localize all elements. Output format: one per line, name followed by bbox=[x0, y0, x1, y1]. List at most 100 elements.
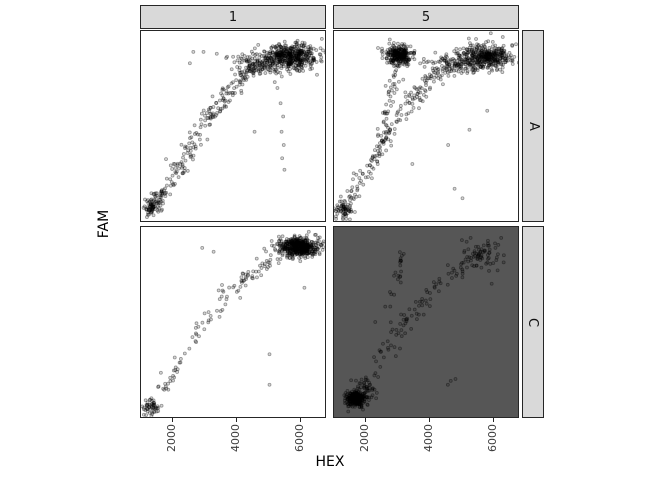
data-point bbox=[364, 394, 369, 399]
data-point bbox=[484, 261, 489, 266]
data-point bbox=[274, 55, 279, 60]
data-point bbox=[394, 113, 399, 117]
data-point bbox=[278, 245, 283, 249]
data-point bbox=[508, 55, 512, 59]
data-point bbox=[345, 401, 350, 406]
data-point bbox=[287, 52, 292, 57]
data-point bbox=[287, 251, 292, 255]
data-point bbox=[393, 56, 398, 60]
data-point bbox=[305, 248, 309, 253]
data-point bbox=[275, 53, 280, 58]
data-point bbox=[301, 51, 306, 56]
data-point bbox=[383, 122, 388, 127]
data-point bbox=[349, 189, 354, 193]
data-point bbox=[226, 91, 231, 96]
data-point bbox=[277, 53, 281, 58]
data-point bbox=[468, 62, 473, 67]
data-point bbox=[306, 245, 311, 250]
data-point bbox=[494, 48, 499, 53]
data-point bbox=[314, 232, 318, 237]
data-point bbox=[285, 237, 289, 241]
data-point bbox=[367, 398, 371, 402]
data-point bbox=[239, 275, 244, 280]
data-point bbox=[323, 50, 325, 55]
data-point bbox=[146, 198, 150, 202]
data-point bbox=[475, 60, 479, 65]
data-point bbox=[308, 51, 313, 56]
data-point bbox=[252, 68, 257, 73]
data-point bbox=[220, 106, 225, 111]
data-point bbox=[314, 243, 318, 247]
data-point bbox=[156, 409, 161, 413]
data-point bbox=[277, 248, 282, 253]
data-point bbox=[300, 252, 305, 257]
data-point bbox=[364, 395, 369, 400]
data-point bbox=[286, 51, 291, 56]
data-point bbox=[284, 54, 289, 59]
scatter-points-1-A bbox=[141, 37, 325, 220]
data-point bbox=[391, 73, 396, 78]
data-point bbox=[284, 239, 289, 244]
data-point bbox=[254, 256, 259, 261]
data-point bbox=[486, 57, 491, 62]
data-point bbox=[341, 204, 346, 208]
data-point bbox=[317, 251, 322, 255]
data-point bbox=[485, 53, 489, 58]
data-point bbox=[144, 403, 149, 408]
data-point bbox=[357, 405, 362, 409]
data-point bbox=[300, 50, 304, 55]
data-point bbox=[444, 54, 448, 59]
data-point bbox=[257, 55, 262, 60]
data-point bbox=[396, 56, 400, 61]
data-point bbox=[392, 53, 397, 58]
data-point bbox=[353, 398, 358, 403]
data-point bbox=[391, 58, 396, 63]
data-point bbox=[277, 250, 282, 255]
data-point bbox=[350, 397, 354, 402]
data-point bbox=[483, 57, 488, 62]
data-point bbox=[170, 173, 175, 178]
data-point bbox=[354, 396, 359, 401]
data-point bbox=[403, 47, 408, 52]
data-point bbox=[156, 385, 160, 389]
data-point bbox=[349, 399, 354, 404]
data-point bbox=[305, 241, 310, 245]
data-point bbox=[299, 242, 304, 247]
data-point bbox=[392, 55, 397, 60]
data-point bbox=[399, 59, 403, 63]
data-point bbox=[295, 240, 300, 245]
data-point bbox=[504, 58, 508, 63]
data-point bbox=[171, 162, 176, 166]
data-point bbox=[301, 251, 306, 255]
x-axis-tick-label: 6000 bbox=[486, 424, 500, 452]
data-point bbox=[285, 245, 289, 250]
data-point bbox=[354, 396, 359, 400]
data-point bbox=[425, 290, 430, 294]
data-point bbox=[364, 385, 369, 389]
data-point bbox=[168, 177, 173, 182]
data-point bbox=[275, 61, 279, 66]
data-point bbox=[387, 50, 392, 55]
data-point bbox=[275, 49, 280, 54]
data-point bbox=[492, 57, 497, 62]
data-point bbox=[396, 53, 401, 58]
data-point bbox=[500, 55, 505, 60]
data-point bbox=[402, 50, 407, 55]
data-point bbox=[371, 166, 376, 171]
data-point bbox=[283, 46, 288, 50]
data-point bbox=[487, 55, 492, 60]
data-point bbox=[473, 244, 478, 249]
data-point bbox=[317, 252, 322, 257]
data-point bbox=[405, 316, 409, 321]
data-point bbox=[181, 152, 186, 156]
data-point bbox=[218, 109, 222, 114]
data-point bbox=[390, 50, 395, 55]
data-point bbox=[438, 74, 443, 79]
data-point bbox=[367, 388, 372, 393]
data-point bbox=[464, 239, 469, 244]
data-point bbox=[279, 48, 284, 52]
data-point bbox=[302, 254, 307, 259]
data-point bbox=[209, 317, 213, 322]
data-point bbox=[475, 60, 480, 65]
data-point bbox=[151, 402, 156, 407]
